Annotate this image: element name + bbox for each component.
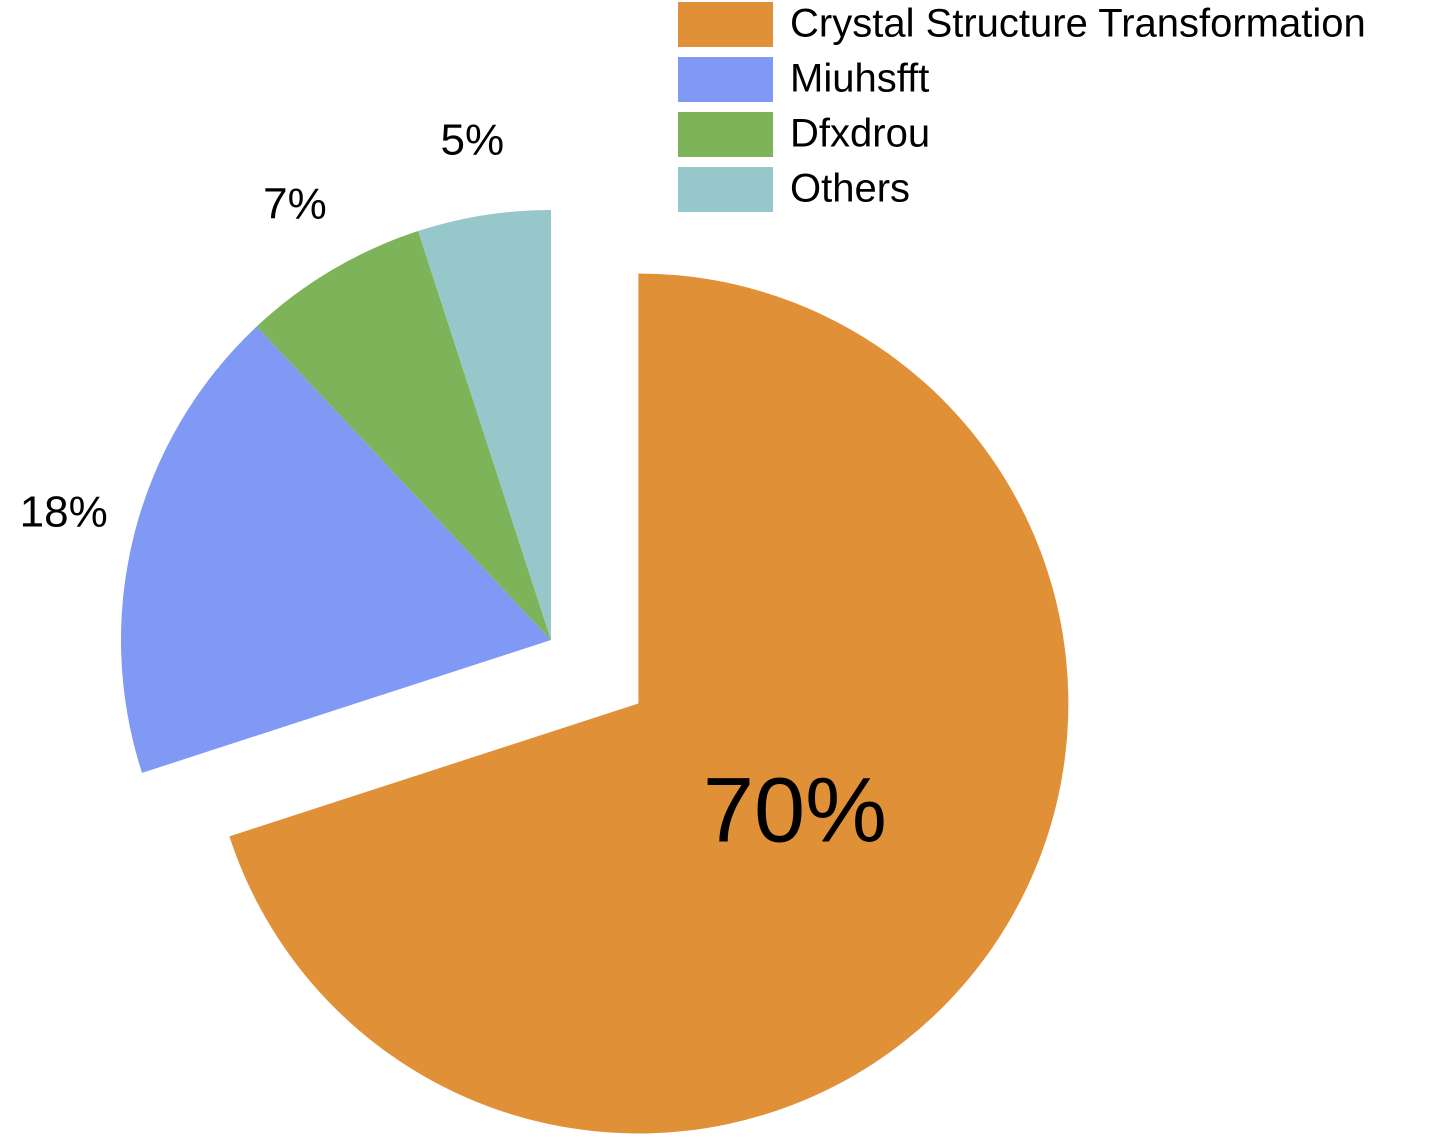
slice-label: 70% bbox=[703, 760, 887, 862]
legend-swatch bbox=[678, 167, 773, 212]
pie-slice bbox=[418, 210, 551, 640]
pie-slice bbox=[120, 326, 551, 773]
legend-swatch bbox=[678, 2, 773, 47]
legend-swatch bbox=[678, 57, 773, 102]
slice-label: 5% bbox=[441, 116, 505, 165]
legend-swatch bbox=[678, 112, 773, 157]
legend-label: Others bbox=[790, 167, 910, 211]
legend-label: Miuhsfft bbox=[790, 57, 929, 101]
legend-label: Dfxdrou bbox=[790, 112, 930, 156]
slice-label: 7% bbox=[263, 180, 327, 229]
pie-slice bbox=[256, 231, 551, 640]
legend-label: Crystal Structure Transformation bbox=[790, 2, 1366, 46]
pie-slice bbox=[229, 273, 1069, 1134]
slice-label: 18% bbox=[20, 488, 108, 537]
